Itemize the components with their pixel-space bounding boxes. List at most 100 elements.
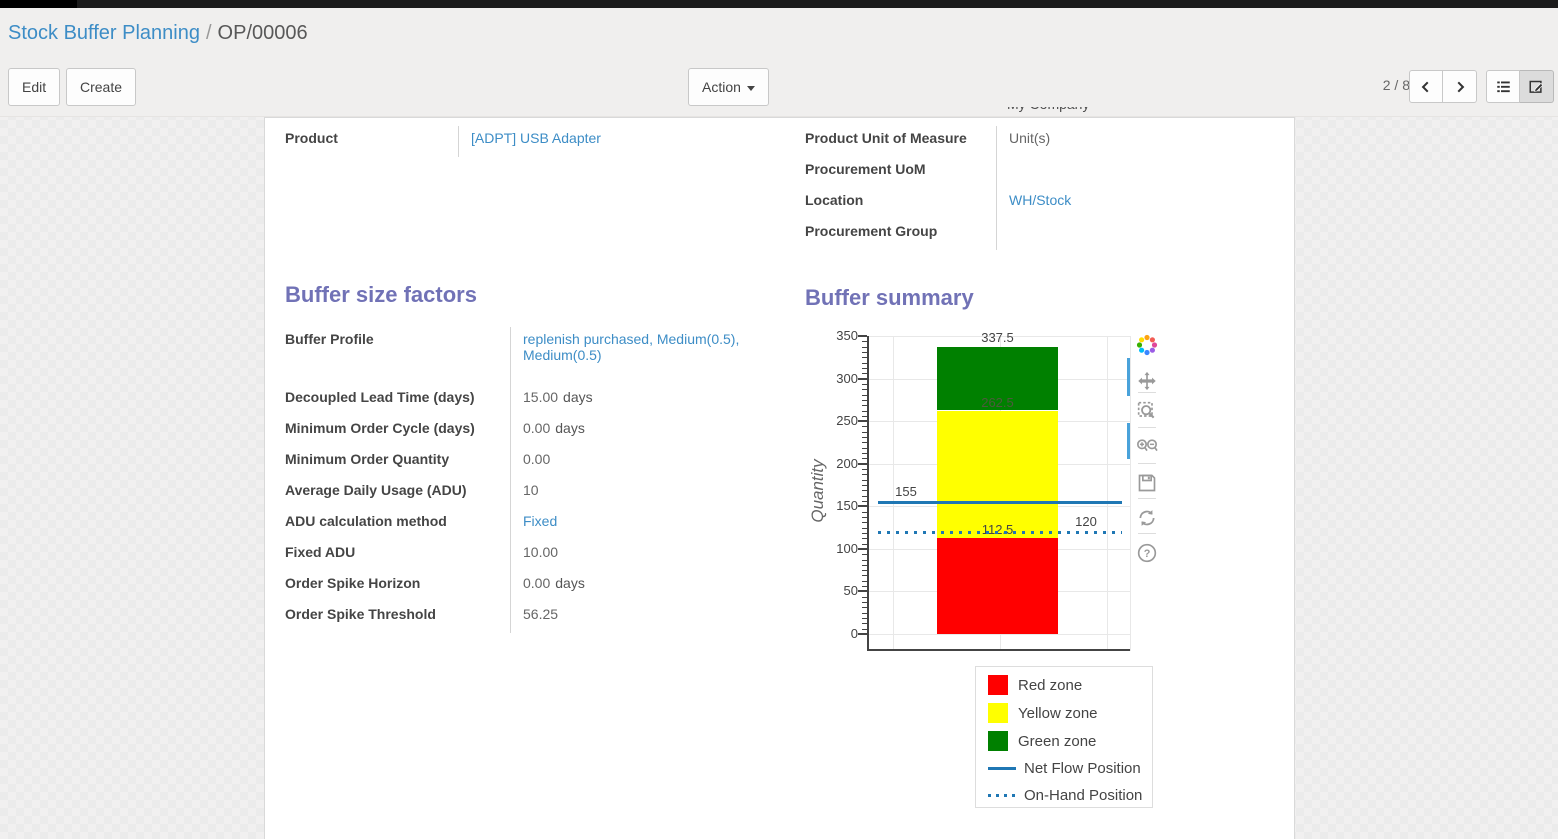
legend-label: Net Flow Position: [1024, 760, 1141, 777]
y-minor-tick: [862, 490, 867, 492]
y-minor-tick: [862, 383, 867, 385]
zoom-in-out-icon[interactable]: [1135, 434, 1159, 458]
chevron-left-icon: [1421, 81, 1429, 92]
reset-axes-icon[interactable]: [1135, 506, 1159, 530]
edit-button[interactable]: Edit: [8, 68, 61, 106]
v-gridline: [1130, 336, 1131, 651]
y-major-tick: [858, 335, 867, 337]
y-axis-line: [867, 336, 869, 649]
y-minor-tick: [862, 346, 867, 348]
field-row: Procurement UoM: [805, 157, 1293, 188]
field-row: Order Spike Horizon 0.00 days: [285, 571, 787, 602]
field-value[interactable]: WH/Stock: [997, 188, 1277, 212]
y-minor-tick: [862, 628, 867, 630]
legend-item-on-hand-position[interactable]: On-Hand Position: [988, 787, 1142, 804]
y-tick-label: 100: [836, 540, 858, 556]
y-minor-tick: [862, 612, 867, 614]
dotted-line-swatch: [988, 794, 1016, 797]
field-value: 56.25: [523, 606, 559, 622]
field-label: Minimum Order Quantity: [285, 447, 511, 478]
y-major-tick: [858, 590, 867, 593]
control-panel: [0, 8, 1558, 117]
field-label: Order Spike Threshold: [285, 602, 511, 633]
field-row: Fixed ADU 10.00: [285, 540, 787, 571]
field-value-link[interactable]: Fixed: [523, 513, 558, 529]
y-minor-tick: [862, 474, 867, 476]
chart-legend: Red zone Yellow zone Green zone Net Flow Po…: [975, 666, 1153, 808]
yellow-zone-top-label: 262.5: [981, 394, 1014, 410]
field-value: 10: [523, 482, 539, 498]
y-minor-tick: [862, 596, 867, 598]
field-label: Location: [805, 188, 997, 219]
y-major-tick: [858, 633, 867, 635]
y-minor-tick: [862, 458, 867, 460]
y-major-tick: [858, 505, 867, 508]
field-label: Average Daily Usage (ADU): [285, 478, 511, 509]
pager-buttons: [1409, 70, 1477, 103]
field-label: Product Unit of Measure: [805, 126, 997, 157]
legend-item-red-zone[interactable]: Red zone: [988, 675, 1082, 695]
field-row: ADU calculation method Fixed: [285, 509, 787, 540]
plotly-logo-icon[interactable]: [1135, 333, 1159, 357]
field-label: Minimum Order Cycle (days): [285, 416, 511, 447]
y-minor-tick: [862, 410, 867, 412]
field-row: Procurement Group: [805, 219, 1293, 250]
legend-item-yellow-zone[interactable]: Yellow zone: [988, 703, 1098, 723]
y-minor-tick: [862, 394, 867, 396]
h-gridline: [867, 634, 1130, 635]
next-record-button[interactable]: [1443, 70, 1477, 103]
buffer-summary-chart: Quantity 0 50 100 150 200 250 300 350 337.5 262.5…: [808, 321, 1240, 821]
field-group-right: Product Unit of Measure Unit(s) Procuremen…: [805, 126, 1293, 250]
y-major-tick: [858, 547, 867, 550]
legend-label: Red zone: [1018, 676, 1083, 694]
field-value: Unit(s): [1009, 130, 1051, 146]
list-view-button[interactable]: [1486, 70, 1520, 103]
clipped-company-value: My Company: [1007, 107, 1167, 117]
y-minor-tick: [862, 442, 867, 444]
field-value[interactable]: Fixed: [511, 509, 766, 533]
y-minor-tick: [862, 564, 867, 566]
box-zoom-icon[interactable]: [1135, 399, 1159, 423]
v-gridline: [1107, 336, 1108, 651]
field-value[interactable]: replenish purchased, Medium(0.5), Medium…: [511, 327, 766, 367]
create-button[interactable]: Create: [66, 68, 137, 106]
field-value: 0.00: [523, 451, 551, 467]
legend-item-net-flow-position[interactable]: Net Flow Position: [988, 760, 1141, 777]
help-icon[interactable]: ?: [1135, 541, 1159, 565]
y-minor-tick: [862, 527, 867, 529]
y-major-tick: [858, 377, 867, 380]
field-value: [997, 219, 1277, 227]
red-zone-bar: [937, 538, 1058, 634]
y-minor-tick: [862, 570, 867, 572]
field-value-link[interactable]: replenish purchased, Medium(0.5), Medium…: [523, 331, 740, 363]
solid-line-swatch: [988, 767, 1016, 770]
square-swatch: [988, 675, 1008, 695]
legend-item-green-zone[interactable]: Green zone: [988, 731, 1096, 751]
field-value-link[interactable]: [ADPT] USB Adapter: [471, 130, 601, 146]
breadcrumb-link-stock-buffer-planning[interactable]: Stock Buffer Planning: [8, 22, 200, 44]
y-minor-tick: [862, 469, 867, 471]
green-zone-bar: [937, 346, 1058, 411]
field-value[interactable]: [ADPT] USB Adapter: [459, 126, 759, 150]
modebar-active-indicator: [1127, 358, 1130, 396]
y-tick-label: 300: [836, 370, 858, 386]
y-minor-tick: [862, 543, 867, 545]
field-row: Order Spike Threshold 56.25: [285, 602, 787, 633]
field-unit-suffix: days: [555, 420, 585, 436]
action-dropdown-button[interactable]: Action: [688, 68, 769, 106]
y-minor-tick: [862, 607, 867, 609]
pan-icon[interactable]: [1135, 369, 1159, 393]
field-value: 0.00 days: [523, 575, 585, 591]
previous-record-button[interactable]: [1409, 70, 1443, 103]
y-minor-tick: [862, 580, 867, 582]
save-icon[interactable]: [1135, 471, 1159, 495]
form-view-button[interactable]: [1520, 70, 1554, 103]
chevron-right-icon: [1457, 81, 1464, 92]
y-minor-tick: [862, 453, 867, 455]
y-minor-tick: [862, 389, 867, 391]
y-minor-tick: [862, 351, 867, 353]
y-minor-tick: [862, 479, 867, 481]
field-value-link[interactable]: WH/Stock: [1009, 192, 1072, 208]
field-value: [997, 157, 1277, 165]
y-major-tick: [858, 420, 867, 423]
